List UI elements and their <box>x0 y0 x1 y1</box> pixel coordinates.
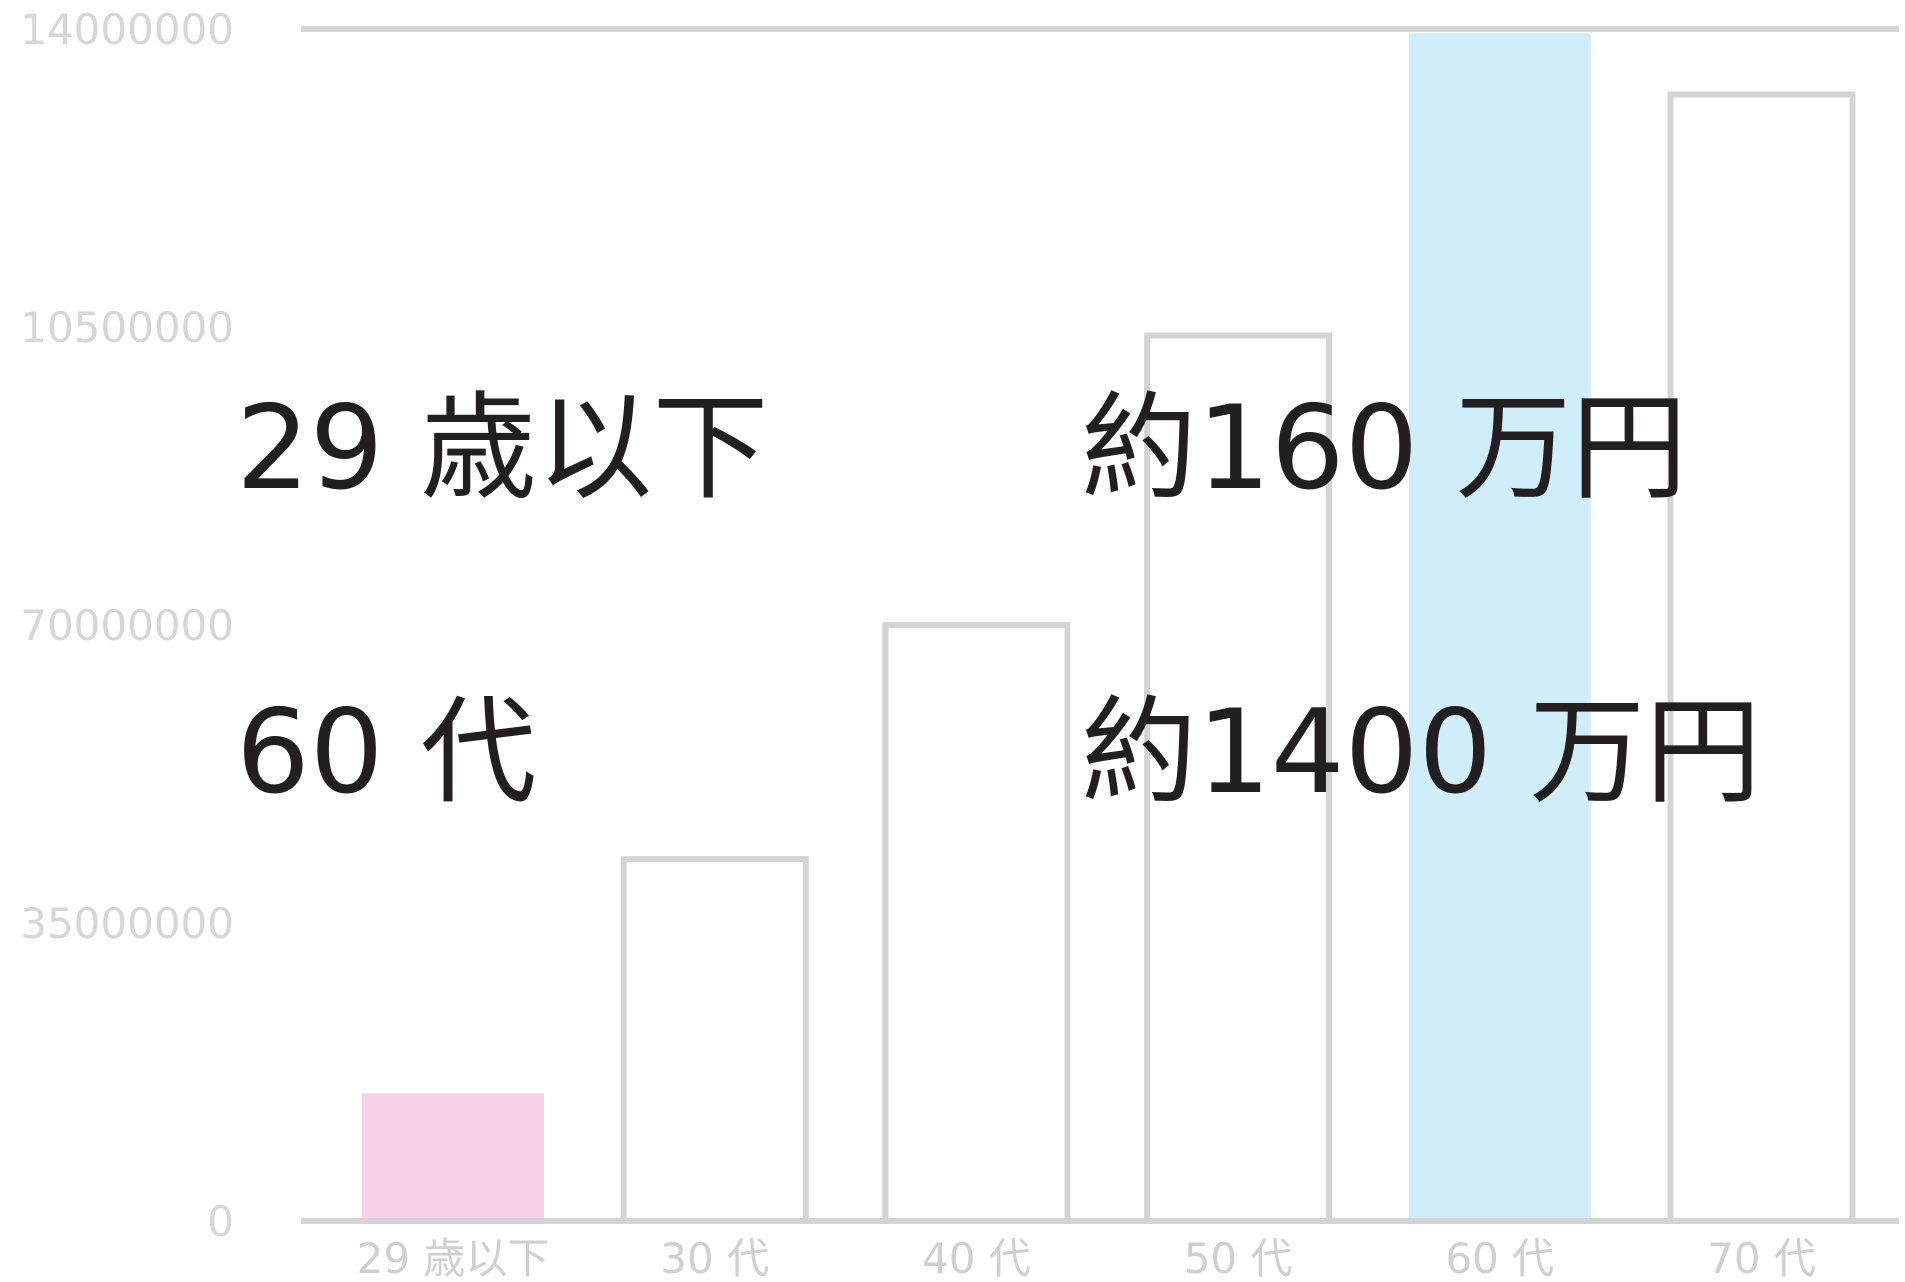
bar <box>1667 91 1856 1224</box>
bar <box>362 1093 544 1221</box>
x-tick-label: 50 代 <box>1184 1234 1293 1282</box>
bar <box>1144 332 1333 1224</box>
bar <box>882 622 1071 1224</box>
bar <box>620 856 809 1225</box>
annotation: 60 代 <box>236 685 536 820</box>
x-tick-label: 60 代 <box>1445 1234 1554 1282</box>
annotation: 約160 万円 <box>1081 381 1687 516</box>
x-tick-label: 29 歳以下 <box>357 1234 550 1282</box>
annotation: 約1400 万円 <box>1081 685 1761 820</box>
x-tick-label: 40 代 <box>922 1234 1031 1282</box>
y-tick-label: 14000000 <box>20 5 234 54</box>
y-tick-label: 35000000 <box>20 899 234 948</box>
bar <box>1408 33 1591 1222</box>
annotation: 29 歳以下 <box>236 381 768 516</box>
y-tick-label: 70000000 <box>20 601 234 650</box>
y-tick-label: 0 <box>207 1197 234 1246</box>
y-tick-label: 10500000 <box>20 303 234 352</box>
x-tick-label: 30 代 <box>660 1234 769 1282</box>
x-tick-label: 70 代 <box>1707 1234 1816 1282</box>
